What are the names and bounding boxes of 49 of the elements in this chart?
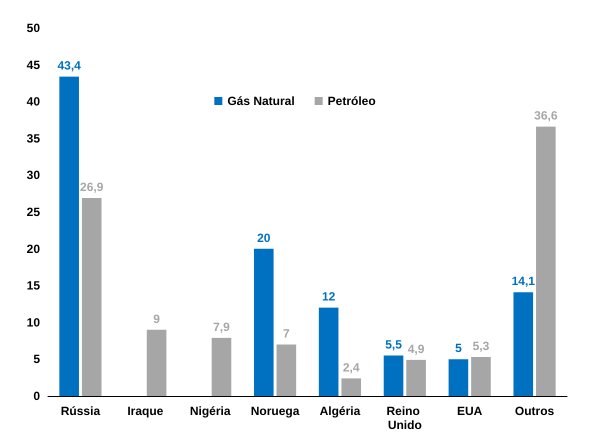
bar (254, 248, 274, 396)
data-label: 5 (455, 341, 462, 356)
x-tick-label: EUA (457, 404, 483, 418)
data-label: 5,5 (385, 338, 402, 352)
x-tick-label: Iraque (127, 404, 164, 418)
bar (536, 126, 556, 396)
data-label: 7,9 (213, 320, 230, 334)
data-label: 20 (257, 230, 271, 245)
bar (276, 344, 296, 396)
bar (212, 338, 232, 396)
y-tick-label: 25 (26, 205, 40, 219)
y-tick-label: 20 (26, 242, 40, 256)
bar (146, 330, 166, 396)
bar (341, 378, 362, 396)
bar (82, 198, 102, 396)
data-label: 12 (322, 290, 336, 304)
bar (384, 356, 404, 396)
bar (471, 356, 491, 396)
x-tick-label: Reino Unido (386, 404, 424, 432)
x-tick-label: Rússia (60, 404, 100, 418)
data-label: 43,4 (57, 58, 82, 73)
bar (318, 308, 338, 396)
bar (448, 359, 468, 396)
data-label: 2,4 (342, 360, 360, 374)
legend-label: Gás Natural (227, 94, 295, 108)
y-tick-label: 0 (33, 389, 40, 403)
y-tick-label: 5 (33, 352, 40, 366)
x-tick-label: Noruega (250, 404, 300, 418)
data-label: 9 (153, 312, 160, 326)
bar (406, 360, 426, 396)
data-label: 4,9 (408, 342, 425, 356)
data-label: 14,1 (512, 274, 536, 288)
y-tick-label: 30 (26, 168, 40, 182)
y-tick-label: 45 (26, 58, 40, 72)
y-tick-label: 15 (26, 278, 40, 293)
y-tick-label: 35 (26, 131, 40, 146)
x-tick-label: Nigéria (190, 404, 231, 418)
x-tick-label: Outros (514, 404, 555, 418)
y-tick-label: 40 (26, 94, 40, 109)
legend-label: Petróleo (328, 94, 376, 108)
x-tick-label: Algéria (320, 404, 361, 418)
data-label: 5,3 (472, 338, 490, 353)
data-label: 36,6 (534, 108, 558, 123)
data-label: 7 (282, 326, 290, 340)
y-tick-label: 50 (26, 21, 40, 35)
bar (513, 292, 534, 396)
y-tick-label: 10 (26, 315, 40, 330)
data-label: 26,9 (80, 180, 104, 194)
bar (59, 76, 79, 396)
